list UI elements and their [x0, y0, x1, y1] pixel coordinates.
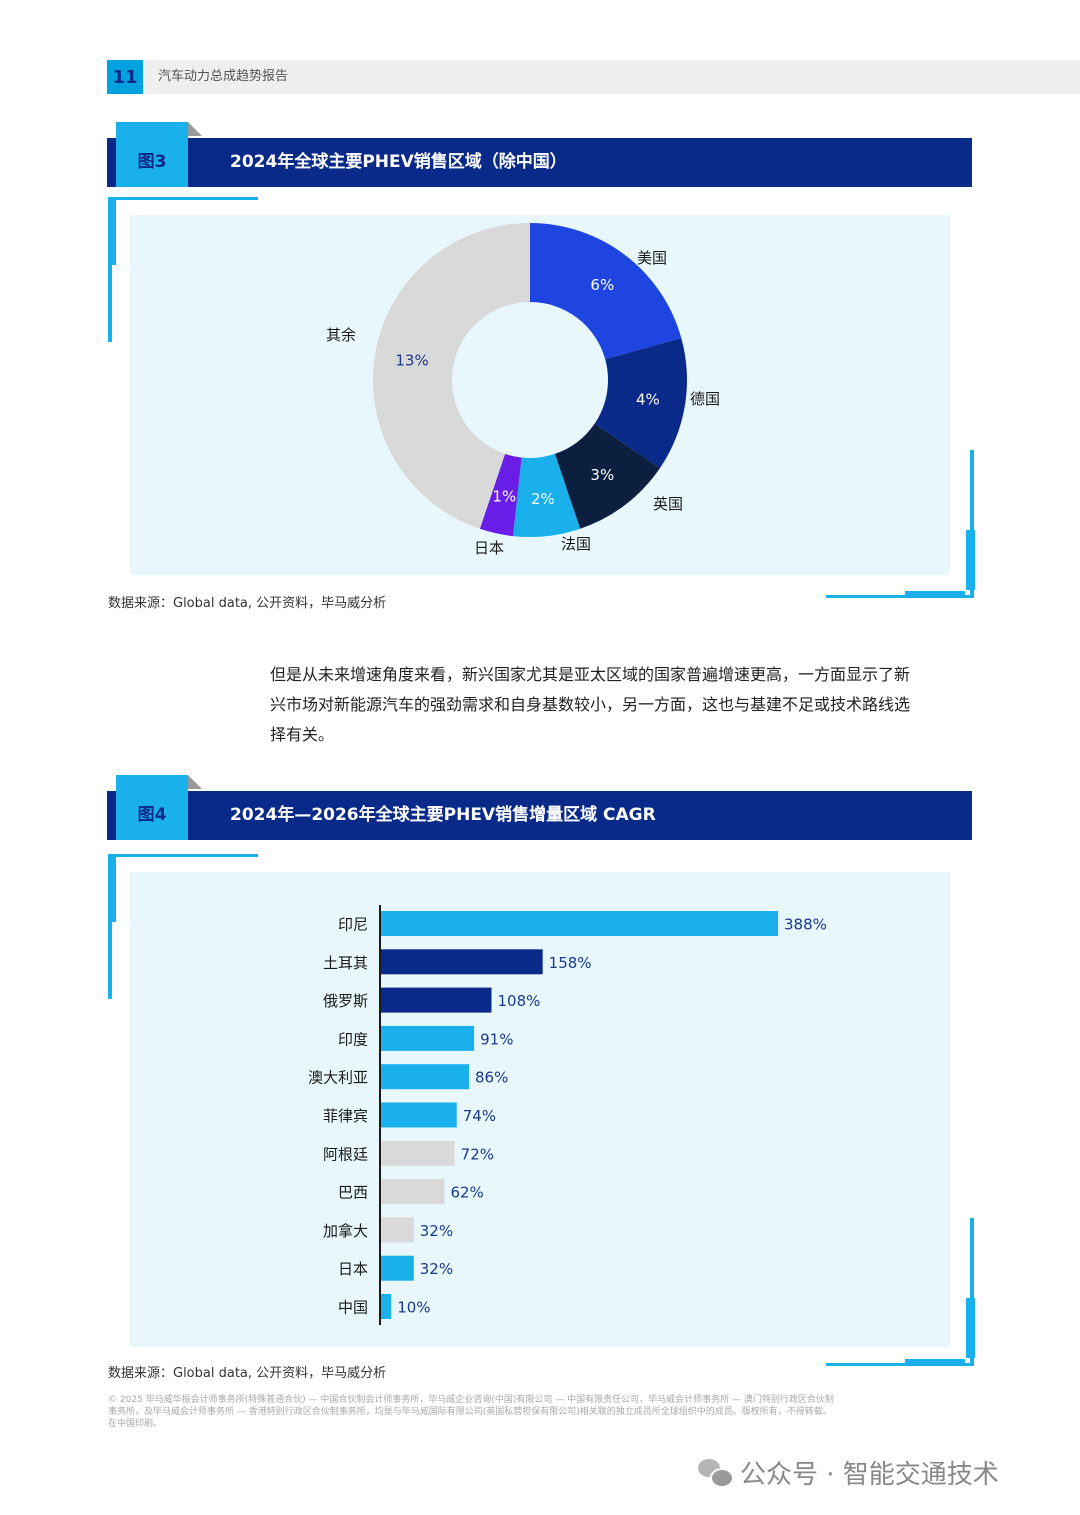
- wechat-icon: [698, 1457, 734, 1488]
- bar-category-label: 日本: [338, 1260, 368, 1278]
- donut-slice-3: [554, 423, 660, 529]
- bar-category-label: 土耳其: [323, 954, 368, 972]
- bar-10: [381, 1255, 414, 1281]
- figure4-tab-front: [116, 791, 188, 840]
- donut-slice-5: [479, 453, 522, 537]
- donut-value-label: 3%: [590, 466, 614, 484]
- donut-category-label: 美国: [637, 249, 667, 267]
- paragraph-line: 但是从未来增速角度来看，新兴国家尤其是亚太区域的国家普遍增速更高，一方面显示了新: [270, 665, 911, 684]
- donut-slice-4: [513, 453, 581, 537]
- bar-value-label: 91%: [480, 1030, 513, 1048]
- bar-category-label: 澳大利亚: [308, 1069, 368, 1087]
- donut-category-label: 英国: [653, 495, 683, 513]
- bar-category-label: 加拿大: [323, 1222, 368, 1240]
- bar-category-label: 印度: [338, 1030, 368, 1048]
- bar-value-label: 74%: [463, 1107, 496, 1125]
- figure3-corner-top-line: [108, 197, 258, 200]
- report-title: 汽车动力总成趋势报告: [158, 69, 289, 84]
- bar-6: [381, 1102, 457, 1128]
- bar-category-label: 中国: [338, 1299, 368, 1317]
- figure3-tab-fold: [188, 122, 202, 136]
- figure3-corner-bottom-thick: [905, 591, 965, 598]
- donut-category-label: 法国: [561, 535, 591, 553]
- paragraph-line: 兴市场对新能源汽车的强劲需求和自身基数较小，另一方面，这也与基建不足或技术路线选: [270, 695, 911, 714]
- figure3-corner-left-thick: [108, 200, 116, 265]
- watermark-text: 公众号 · 智能交通技术: [740, 1459, 999, 1490]
- figure3-tab-front: [116, 138, 188, 187]
- figure4-label: 图4: [137, 805, 167, 825]
- figure4-corner-top-line: [108, 854, 258, 857]
- bar-value-label: 32%: [420, 1260, 453, 1278]
- bar-2: [381, 949, 543, 975]
- figure4-corner-bottom-line: [826, 1363, 974, 1366]
- figure4-source: 数据来源：Global data, 公开资料，毕马威分析: [108, 1366, 387, 1381]
- bar-8: [381, 1179, 445, 1205]
- footer-line: 事务所，及毕马威会计师事务所 — 香港特别行政区合伙制事务所，均是与毕马威国际有…: [108, 1407, 832, 1417]
- donut-value-label: 2%: [531, 490, 555, 508]
- bar-1: [381, 911, 778, 936]
- bar-7: [381, 1140, 455, 1166]
- bar-category-label: 巴西: [338, 1184, 368, 1202]
- figure3-corner-left-line: [108, 200, 112, 342]
- footer-line: © 2025 毕马威华振会计师事务所(特殊普通合伙) — 中国合伙制会计师事务所…: [108, 1395, 834, 1405]
- footer-line: 在中国印刷。: [108, 1419, 163, 1429]
- figure4-corner-bottom-thick: [905, 1359, 965, 1366]
- figure3-donut-chart: 6% 美国 4% 德国 3% 英国 2% 法国 1% 日本 13% 其余: [326, 223, 720, 557]
- figure4-corner-right-thick: [966, 1298, 975, 1358]
- donut-slice-6: [373, 223, 530, 529]
- bar-value-label: 86%: [475, 1069, 508, 1087]
- figure4-bar-chart: 印尼 388% 土耳其 158% 俄罗斯 108% 印度 91% 澳大利亚 86% 菲律宾 74% 阿根…: [308, 905, 827, 1325]
- bar-4: [381, 1025, 475, 1051]
- bar-category-label: 菲律宾: [323, 1107, 368, 1125]
- figure4-tab-fold: [188, 775, 202, 789]
- bar-value-label: 10%: [397, 1299, 430, 1317]
- donut-value-label: 13%: [395, 352, 428, 370]
- figure4-title: 2024年—2026年全球主要PHEV销售增量区域 CAGR: [230, 805, 656, 825]
- bar-category-label: 俄罗斯: [323, 992, 368, 1010]
- bar-value-label: 108%: [498, 992, 541, 1010]
- figure3-corner-bottom-line: [826, 595, 974, 598]
- donut-value-label: 1%: [492, 488, 516, 506]
- bar-category-label: 印尼: [338, 916, 368, 934]
- bar-value-label: 62%: [450, 1184, 483, 1202]
- bar-3: [381, 987, 492, 1013]
- figure3-corner-right-line: [970, 450, 974, 598]
- body-paragraph: 但是从未来增速角度来看，新兴国家尤其是亚太区域的国家普遍增速更高，一方面显示了新…: [270, 660, 980, 750]
- donut-category-label: 其余: [326, 326, 356, 344]
- bar-value-label: 158%: [549, 954, 592, 972]
- figure3-label: 图3: [137, 152, 167, 172]
- donut-slice-2: [594, 337, 687, 469]
- donut-category-label: 日本: [474, 539, 504, 557]
- bar-9: [381, 1217, 414, 1243]
- bar-category-label: 阿根廷: [323, 1145, 368, 1163]
- figure4-title-bar: [107, 791, 972, 840]
- figure4-corner-left-thick: [108, 857, 116, 922]
- figure3-title: 2024年全球主要PHEV销售区域（除中国）: [230, 152, 567, 172]
- donut-value-label: 4%: [636, 390, 660, 408]
- paragraph-line: 择有关。: [270, 725, 335, 744]
- figure4-corner-left-line: [108, 857, 112, 999]
- figure3-source: 数据来源：Global data, 公开资料，毕马威分析: [108, 596, 387, 611]
- bar-value-label: 32%: [420, 1222, 453, 1240]
- bar-value-label: 72%: [461, 1145, 494, 1163]
- page-number: 11: [107, 60, 143, 94]
- header-bar: [107, 60, 1080, 94]
- watermark: 公众号 · 智能交通技术: [698, 1452, 999, 1492]
- donut-slice-1: [530, 223, 682, 360]
- figure4-corner-right-line: [970, 1218, 974, 1366]
- donut-category-label: 德国: [690, 390, 720, 408]
- copyright-footer: © 2025 毕马威华振会计师事务所(特殊普通合伙) — 中国合伙制会计师事务所…: [108, 1394, 973, 1430]
- donut-value-label: 6%: [590, 276, 614, 294]
- figure3-corner-right-thick: [966, 530, 975, 590]
- bar-11: [381, 1294, 392, 1319]
- figure3-title-bar: [107, 138, 972, 187]
- bar-value-label: 388%: [784, 916, 827, 934]
- bar-5: [381, 1064, 469, 1090]
